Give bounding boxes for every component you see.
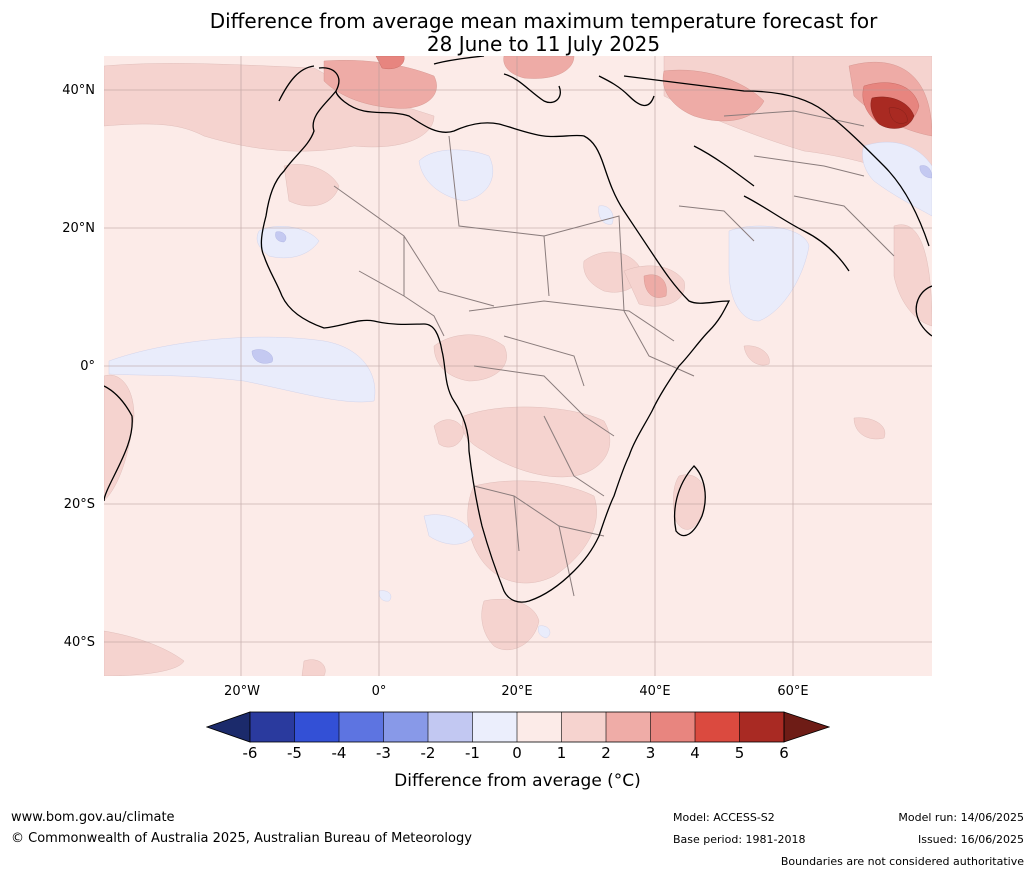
colorbar-tick-label: -2 <box>420 744 436 762</box>
anomaly-minus-2-minus-1-regions <box>251 165 932 364</box>
lat-label-20s: 20°S <box>63 497 95 512</box>
colorbar-segment <box>472 712 517 742</box>
copyright-text: © Commonwealth of Australia 2025, Austra… <box>11 831 472 846</box>
map-title-line-1: Difference from average mean maximum tem… <box>209 9 878 33</box>
issued-date: Issued: 16/06/2025 <box>917 833 1024 846</box>
colorbar-tick-label: 4 <box>690 744 700 762</box>
colorbar-segment <box>739 712 784 742</box>
model-run-date: Model run: 14/06/2025 <box>898 811 1024 824</box>
colorbar-tick-label: 0 <box>512 744 522 762</box>
colorbar <box>206 711 830 743</box>
lat-label-0: 0° <box>80 359 95 374</box>
model-name: Model: ACCESS-S2 <box>673 811 775 824</box>
forecast-map <box>104 56 932 676</box>
map-gridlines <box>104 56 932 676</box>
colorbar-tick-label: 2 <box>601 744 611 762</box>
colorbar-low-extend <box>206 711 251 743</box>
website-link[interactable]: www.bom.gov.au/climate <box>11 810 175 825</box>
colorbar-segment <box>294 712 339 742</box>
colorbar-tick-label: -6 <box>242 744 258 762</box>
lon-label-0: 0° <box>371 684 387 699</box>
lat-label-40s: 40°S <box>63 635 95 650</box>
coastlines <box>104 56 932 603</box>
colorbar-segment <box>650 712 695 742</box>
colorbar-segment <box>339 712 384 742</box>
colorbar-tick-label: 6 <box>779 744 789 762</box>
anomaly-minus-1-0-regions <box>108 141 932 639</box>
lon-label-40e: 40°E <box>639 684 671 699</box>
colorbar-tick-label: 5 <box>734 744 745 762</box>
colorbar-tick-label: -4 <box>331 744 347 762</box>
colorbar-segment <box>428 712 473 742</box>
base-period: Base period: 1981-2018 <box>673 833 806 846</box>
colorbar-tick-label: 1 <box>556 744 567 762</box>
map-canvas <box>104 56 932 676</box>
colorbar-segment <box>517 712 562 742</box>
colorbar-high-extend <box>783 711 830 743</box>
lat-label-20n: 20°N <box>62 221 95 236</box>
colorbar-segment <box>695 712 740 742</box>
colorbar-tick-label: 3 <box>645 744 656 762</box>
colorbar-segment <box>383 712 428 742</box>
anomaly-5-6-regions <box>870 96 915 129</box>
colorbar-segment <box>561 712 606 742</box>
lon-label-60e: 60°E <box>777 684 809 699</box>
colorbar-tick-label: -3 <box>376 744 391 762</box>
lat-label-40n: 40°N <box>62 83 95 98</box>
colorbar-segment <box>606 712 651 742</box>
boundaries-disclaimer: Boundaries are not considered authoritat… <box>780 855 1024 868</box>
map-title-line-2: 28 June to 11 July 2025 <box>426 32 661 56</box>
lon-label-20w: 20°W <box>224 684 260 699</box>
colorbar-label: Difference from average (°C) <box>394 771 641 791</box>
colorbar-tick-label: -5 <box>287 744 302 762</box>
country-borders <box>333 110 895 597</box>
lon-label-20e: 20°E <box>501 684 533 699</box>
colorbar-tick-label: -1 <box>465 744 480 762</box>
colorbar-segment <box>250 712 295 742</box>
